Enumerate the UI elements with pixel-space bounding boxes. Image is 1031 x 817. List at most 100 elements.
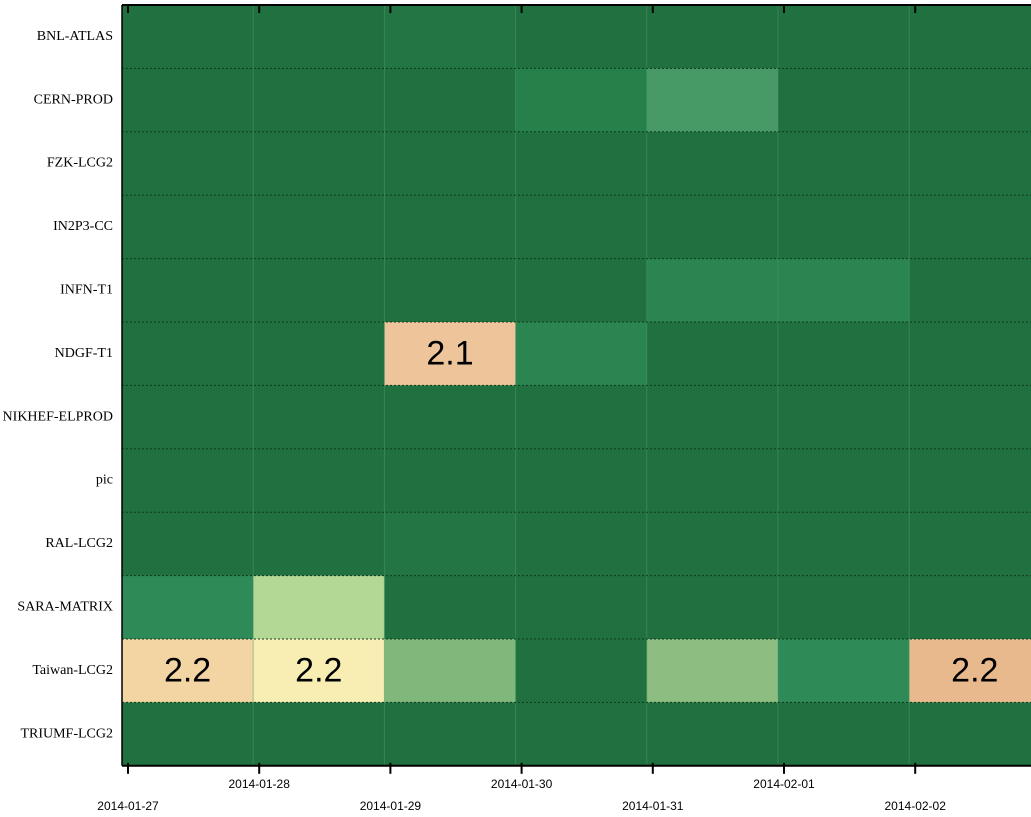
cell-label: 2.1 <box>426 335 473 373</box>
heatmap-cell <box>646 322 779 386</box>
heatmap-cell <box>515 322 648 386</box>
heatmap-cell <box>646 702 779 767</box>
heatmap-cell <box>646 5 779 69</box>
heatmap-cell <box>515 575 648 640</box>
heatmap-cell <box>646 258 779 323</box>
heatmap-cell <box>515 702 648 767</box>
heatmap-cell <box>646 639 779 703</box>
row-label: FZK-LCG2 <box>47 156 113 171</box>
heatmap-cell <box>909 702 1031 767</box>
heatmap-cell <box>122 258 254 323</box>
cell-label: 2.2 <box>951 652 998 690</box>
row-label: Taiwan-LCG2 <box>32 663 113 678</box>
heatmap-cell <box>778 575 910 640</box>
heatmap-cell <box>253 322 385 386</box>
heatmap-cell <box>646 512 779 577</box>
heatmap-cell <box>122 68 254 133</box>
heatmap-cell <box>122 702 254 767</box>
row-label: BNL-ATLAS <box>37 29 113 44</box>
heatmap-cell <box>778 385 910 450</box>
heatmap-cell <box>778 512 910 577</box>
heatmap-cell <box>909 5 1031 69</box>
heatmap-cell <box>909 322 1031 386</box>
heatmap-cell <box>515 512 648 577</box>
row-label: IN2P3-CC <box>53 219 113 234</box>
heatmap-cell <box>253 258 385 323</box>
heatmap-cell <box>122 512 254 577</box>
heatmap-cell <box>515 68 648 133</box>
x-tick-label: 2014-02-01 <box>753 777 815 791</box>
heatmap-cell <box>646 195 779 260</box>
x-tick-label: 2014-01-31 <box>622 799 684 813</box>
heatmap-cell <box>646 68 779 133</box>
heatmap-cell <box>515 195 648 260</box>
row-label: pic <box>96 473 113 488</box>
heatmap-cell <box>384 131 517 196</box>
heatmap-cell <box>122 639 254 703</box>
heatmap-cell <box>515 639 648 703</box>
row-label: RAL-LCG2 <box>45 536 113 551</box>
row-label: TRIUMF-LCG2 <box>20 726 113 741</box>
heatmap-cell <box>384 258 517 323</box>
heatmap-cell <box>646 575 779 640</box>
heatmap-cell <box>253 448 385 513</box>
heatmap-cell <box>515 5 648 69</box>
heatmap-cell <box>778 195 910 260</box>
heatmap-cell <box>515 385 648 450</box>
heatmap-cell <box>384 448 517 513</box>
heatmap-cell <box>384 512 517 577</box>
heatmap-cell <box>515 258 648 323</box>
heatmap-cell <box>122 131 254 196</box>
heatmap-cell <box>253 575 385 640</box>
heatmap-cell <box>778 322 910 386</box>
heatmap-cell <box>122 195 254 260</box>
heatmap-cell <box>909 575 1031 640</box>
row-label: NIKHEF-ELPROD <box>3 409 113 424</box>
row-label: CERN-PROD <box>34 92 113 107</box>
heatmap-cell <box>384 575 517 640</box>
heatmap-cell <box>384 322 517 386</box>
heatmap-cell <box>515 131 648 196</box>
heatmap-cell <box>253 131 385 196</box>
heatmap-cell <box>253 639 385 703</box>
x-tick-label: 2014-01-28 <box>229 777 291 791</box>
cell-label: 2.2 <box>164 652 211 690</box>
heatmap-cell <box>778 702 910 767</box>
heatmap-cell <box>778 68 910 133</box>
heatmap-cell <box>384 195 517 260</box>
heatmap-cell <box>909 195 1031 260</box>
heatmap-cell <box>122 385 254 450</box>
heatmap-cell <box>909 512 1031 577</box>
heatmap-cell <box>384 639 517 703</box>
cell-label: 2.2 <box>295 652 342 690</box>
heatmap-cell <box>909 258 1031 323</box>
heatmap-cell <box>778 639 910 703</box>
heatmap-cell <box>646 131 779 196</box>
heatmap-cell <box>122 322 254 386</box>
row-label: NDGF-T1 <box>55 346 113 361</box>
row-label: SARA-MATRIX <box>17 600 113 615</box>
heatmap-cell <box>909 639 1031 703</box>
x-tick-label: 2014-01-30 <box>491 777 553 791</box>
heatmap-cell <box>253 195 385 260</box>
heatmap-cell <box>515 448 648 513</box>
heatmap-cell <box>122 575 254 640</box>
heatmap-cell <box>778 448 910 513</box>
heatmap-cell <box>384 5 517 69</box>
heatmap-cell <box>646 448 779 513</box>
x-tick-label: 2014-02-02 <box>885 799 947 813</box>
heatmap-cell <box>253 68 385 133</box>
heatmap-cell <box>384 68 517 133</box>
heatmap-cell <box>384 702 517 767</box>
x-tick-label: 2014-01-29 <box>360 799 422 813</box>
heatmap-cell <box>909 68 1031 133</box>
heatmap-cell <box>909 448 1031 513</box>
heatmap-cell <box>253 512 385 577</box>
heatmap-cell <box>253 5 385 69</box>
heatmap-cell <box>778 5 910 69</box>
heatmap-cell <box>646 385 779 450</box>
row-label: INFN-T1 <box>60 283 113 298</box>
heatmap-cell <box>384 385 517 450</box>
heatmap-cell <box>253 385 385 450</box>
heatmap-cell <box>122 5 254 69</box>
